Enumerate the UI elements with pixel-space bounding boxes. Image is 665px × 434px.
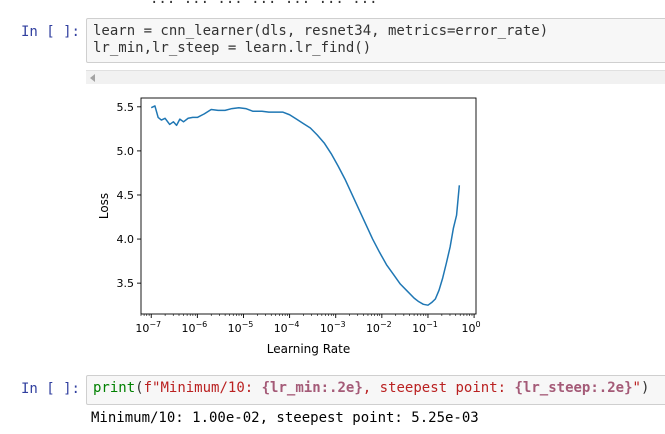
cell-1-code-input[interactable]: learn = cnn_learner(dls, resnet34, metri… (86, 18, 665, 63)
x-tick-label-exponent-7: 0 (476, 320, 481, 329)
x-tick-label-7: 100 (462, 320, 481, 335)
x-tick-label-0: 10−7 (135, 320, 161, 335)
fstring-interpolation-1: {lr_min:.2e} (261, 380, 363, 396)
fstring-text-2: , steepest point: (362, 380, 515, 396)
x-tick-label-5: 10−2 (366, 320, 392, 335)
x-tick-label-4: 10−3 (320, 320, 346, 335)
lr-find-chart: 3.5 4.0 4.5 5.0 5.5 10−7 10−6 10−5 10−4 10−3 10−2 1… (97, 97, 481, 356)
cell-1-prompt: In [ ]: (20, 24, 80, 40)
cell-2-prompt: In [ ]: (20, 381, 80, 397)
x-tick-label-3: 10−4 (274, 320, 300, 335)
fstring-interpolation-2: {lr_steep:.2e} (514, 380, 633, 396)
x-axis-label: Learning Rate (267, 342, 350, 356)
y-tick-label-3: 5.0 (117, 145, 135, 158)
x-tick-label-exponent-1: −6 (195, 320, 207, 329)
y-tick-label-2: 4.5 (117, 189, 135, 202)
x-tick-label-2: 10−5 (228, 320, 254, 335)
x-tick-label-exponent-2: −5 (242, 320, 254, 329)
fstring-prefix: f (143, 380, 153, 396)
y-tick-label-0: 3.5 (117, 277, 135, 290)
x-tick-label-exponent-5: −2 (380, 320, 392, 329)
x-tick-label-exponent-3: −4 (288, 320, 300, 329)
x-tick-label-exponent-6: −1 (426, 320, 438, 329)
x-tick-label-1: 10−6 (181, 320, 207, 335)
cell-2-output: Minimum/10: 1.00e-02, steepest point: 5.… (91, 410, 479, 426)
code-line-2: lr_min,lr_steep = learn.lr_find() (93, 40, 372, 56)
scroll-left-arrow-icon[interactable] (90, 74, 95, 82)
y-axis-label: Loss (97, 193, 111, 219)
y-tick-label-4: 5.5 (117, 101, 135, 114)
cell-2-code-input[interactable]: print(f"Minimum/10: {lr_min:.2e}, steepe… (86, 375, 665, 405)
print-keyword: print (93, 380, 136, 396)
code-line-1: learn = cnn_learner(dls, resnet34, metri… (93, 23, 549, 39)
x-tick-label-6: 10−1 (412, 320, 438, 335)
open-paren: ( (135, 380, 144, 396)
close-paren: ) (640, 380, 650, 396)
previous-cell-partial-text: ... ... ... ... ... ... ... (150, 0, 650, 5)
x-tick-label-exponent-0: −7 (149, 320, 161, 329)
fstring-quote-close: " (632, 380, 641, 396)
fstring-text-1: Minimum/10: (160, 380, 262, 396)
plot-area-frame (140, 97, 477, 315)
y-tick-label-1: 4.0 (117, 233, 135, 246)
output-horizontal-scrollbar[interactable] (86, 70, 665, 84)
fstring-quote-open: " (152, 380, 161, 396)
loss-curve-line-0 (150, 105, 461, 306)
x-tick-label-exponent-4: −3 (334, 320, 346, 329)
